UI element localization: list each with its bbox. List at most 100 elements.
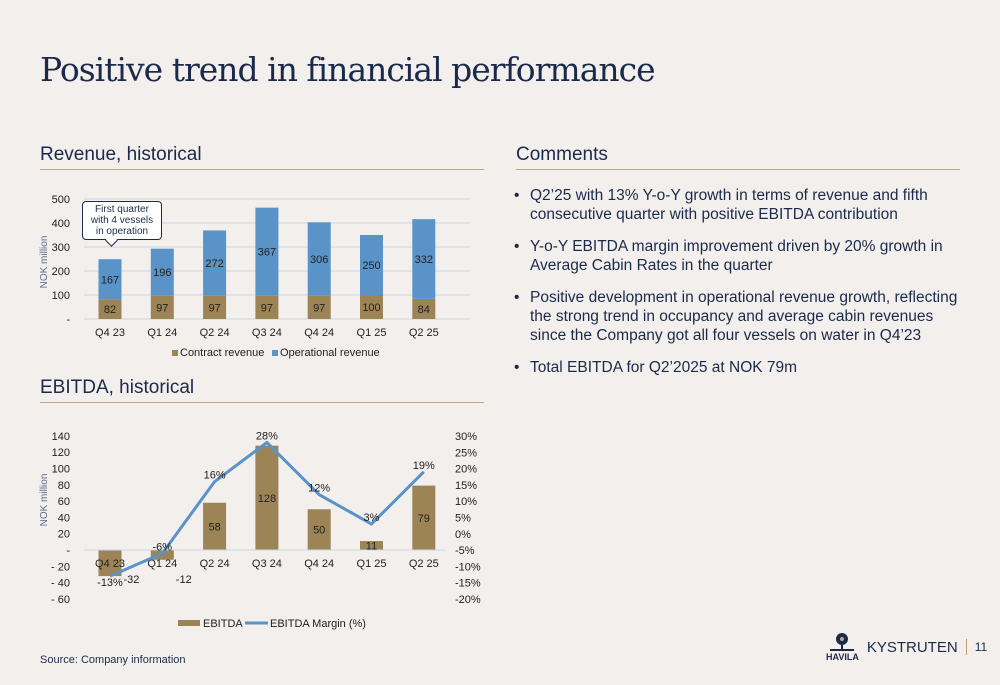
y2-tick-label: 30% — [455, 431, 477, 443]
y2-tick-label: 15% — [455, 480, 477, 492]
y-tick-label: 300 — [52, 242, 70, 254]
data-label: 11 — [366, 541, 377, 553]
contract-bar — [98, 299, 122, 319]
divider — [40, 169, 484, 170]
divider — [516, 169, 960, 170]
y-tick-label: 60 — [58, 496, 70, 508]
x-tick-label: Q4 24 — [304, 558, 334, 570]
legend-swatch-contract — [172, 350, 178, 356]
y-tick-label: - 20 — [51, 561, 70, 573]
legend-swatch-operational — [272, 350, 278, 356]
margin-line — [109, 440, 425, 578]
ebitda-bar — [412, 485, 436, 550]
contract-bar — [203, 295, 227, 319]
footer-divider — [965, 639, 967, 655]
havila-logo: HAVILA KYSTRUTEN 11 — [826, 632, 987, 662]
y-tick-label: 80 — [58, 480, 70, 492]
margin-label: 19% — [413, 460, 435, 472]
comment-item: Positive development in operational reve… — [512, 288, 972, 345]
legend-label: Operational revenue — [280, 347, 380, 359]
divider — [40, 402, 484, 403]
data-label: 332 — [415, 254, 433, 266]
annotation-callout: First quarter with 4 vessels in operatio… — [82, 201, 162, 240]
comments-list: Q2’25 with 13% Y-o-Y growth in terms of … — [512, 186, 972, 390]
margin-label: 3% — [364, 512, 380, 524]
data-label: 272 — [205, 258, 223, 270]
y-tick-label: 100 — [52, 464, 70, 476]
data-label: 84 — [418, 304, 430, 316]
y-tick-label: 20 — [58, 529, 70, 541]
y2-tick-label: 10% — [455, 496, 477, 508]
y-tick-label: - — [66, 545, 70, 557]
data-label: 306 — [310, 254, 328, 266]
y2-tick-label: 25% — [455, 447, 477, 459]
comments-heading: Comments — [516, 144, 608, 165]
x-tick-label: Q2 25 — [409, 558, 439, 570]
contract-bar — [307, 295, 331, 319]
x-tick-label: Q1 24 — [147, 327, 177, 339]
operational-bar — [360, 235, 383, 295]
data-label: 97 — [208, 302, 220, 314]
y-tick-label: 120 — [52, 447, 70, 459]
legend-label: EBITDA Margin (%) — [270, 618, 366, 630]
x-tick-label: Q1 25 — [357, 558, 387, 570]
y2-tick-label: 5% — [455, 513, 471, 525]
y-tick-label: 40 — [58, 512, 70, 524]
y-axis-label: NOK million — [39, 236, 50, 289]
x-tick-label: Q1 24 — [147, 558, 177, 570]
y2-tick-label: -5% — [455, 545, 475, 557]
logo-text: HAVILA — [826, 652, 859, 662]
ebitda-bar — [98, 550, 122, 577]
operational-bar — [150, 248, 174, 296]
y-tick-label: 140 — [52, 431, 70, 443]
comment-item: Total EBITDA for Q2’2025 at NOK 79m — [512, 358, 972, 377]
data-label: 97 — [313, 302, 325, 314]
ebitda-bar — [255, 445, 279, 550]
x-tick-label: Q4 24 — [304, 327, 334, 339]
x-tick-label: Q3 24 — [252, 558, 282, 570]
y2-tick-label: -10% — [455, 561, 481, 573]
legend-label: Contract revenue — [180, 347, 264, 359]
margin-label: 12% — [308, 483, 330, 495]
data-label: 128 — [258, 493, 276, 505]
brand-name: KYSTRUTEN — [866, 638, 958, 656]
y-tick-label: - 40 — [51, 578, 70, 590]
y2-tick-label: -20% — [455, 594, 481, 606]
havila-logo-icon — [830, 633, 855, 651]
contract-bar — [412, 298, 436, 319]
x-tick-label: Q4 23 — [95, 558, 125, 570]
data-label: -12 — [176, 574, 192, 586]
legend-label: EBITDA — [203, 618, 243, 630]
margin-label: 28% — [256, 431, 278, 443]
x-tick-label: Q3 24 — [252, 327, 282, 339]
x-tick-label: Q1 25 — [357, 327, 387, 339]
y-tick-label: 400 — [52, 218, 70, 230]
x-tick-label: Q4 23 — [95, 327, 125, 339]
legend-swatch-ebitda — [178, 620, 200, 626]
data-label: 196 — [153, 267, 171, 279]
operational-bar — [307, 222, 331, 296]
x-tick-label: Q2 24 — [200, 327, 230, 339]
x-tick-label: Q2 24 — [200, 558, 230, 570]
data-label: 97 — [261, 302, 273, 314]
operational-bar — [203, 230, 227, 296]
contract-bar — [150, 295, 174, 319]
operational-bar — [412, 219, 436, 299]
data-label: 82 — [104, 304, 116, 316]
data-label: 367 — [258, 247, 276, 259]
data-label: -32 — [124, 574, 140, 586]
y-tick-label: 100 — [52, 290, 70, 302]
ebitda-bar — [307, 509, 331, 550]
operational-bar — [255, 207, 279, 296]
ebitda-bar — [360, 541, 383, 550]
margin-label: 16% — [204, 470, 226, 482]
revenue-heading: Revenue, historical — [40, 144, 202, 165]
ebitda-heading: EBITDA, historical — [40, 377, 195, 398]
data-label: 50 — [313, 525, 325, 537]
data-label: 79 — [418, 513, 430, 525]
data-label: 167 — [101, 274, 119, 286]
x-tick-label: Q2 25 — [409, 327, 439, 339]
y-tick-label: 200 — [52, 266, 70, 278]
margin-label: -6% — [153, 541, 173, 553]
